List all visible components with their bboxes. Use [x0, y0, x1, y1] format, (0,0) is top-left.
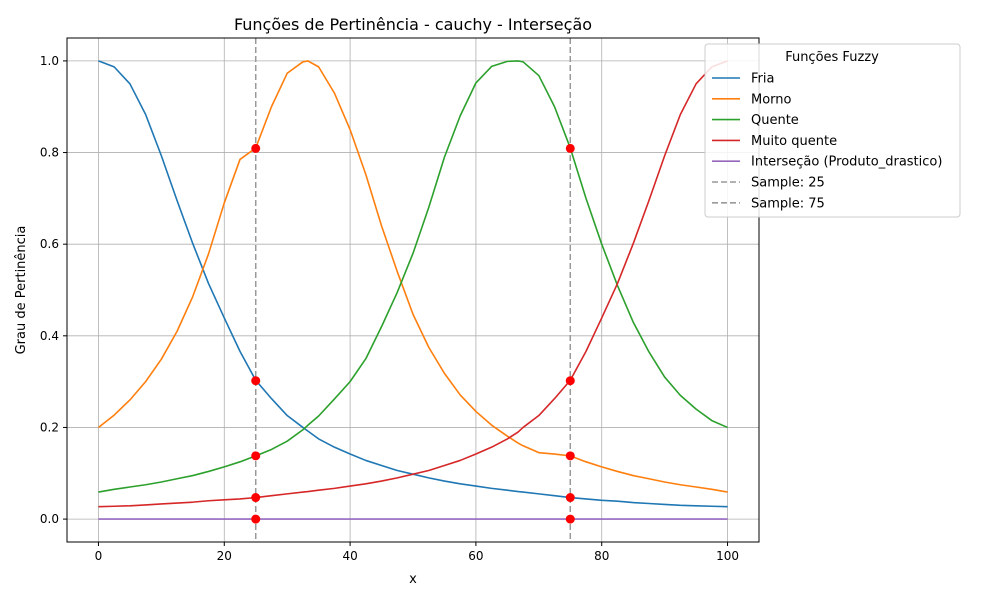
sample-point: [251, 376, 261, 386]
series-line-2: [97, 60, 728, 493]
x-tick-label: 80: [594, 549, 609, 563]
y-axis-ticks: 0.0 0.2 0.4 0.6 0.8 1.0: [40, 54, 67, 526]
y-tick-label: 0.6: [40, 237, 59, 251]
legend-box: [704, 43, 961, 218]
x-axis-ticks: 0 20 40 60 80 100: [95, 542, 739, 563]
sample-point: [565, 493, 575, 503]
y-tick-label: 0.8: [40, 146, 59, 160]
sample-point: [251, 493, 261, 503]
grid: [67, 38, 759, 542]
x-axis-label: x: [409, 572, 417, 587]
x-tick-label: 100: [716, 549, 739, 563]
sample-point: [251, 451, 261, 461]
x-tick-label: 40: [342, 549, 357, 563]
sample-point: [565, 376, 575, 386]
x-tick-label: 0: [95, 549, 103, 563]
legend-entry-label: Morno: [751, 92, 792, 107]
legend-entry-label: Muito quente: [751, 134, 837, 149]
sample-point: [565, 514, 575, 524]
series-lines: [97, 60, 728, 520]
sample-point: [565, 143, 575, 153]
legend-items: Fria Morno Quente Muito quente Interseção (P…: [712, 72, 942, 211]
y-axis-label: Grau de Pertinência: [14, 226, 29, 355]
sample-point: [565, 451, 575, 461]
legend-entry-label: Fria: [751, 72, 774, 87]
legend-title: Funções Fuzzy: [785, 50, 879, 65]
legend-entry-label: Sample: 75: [751, 196, 825, 211]
legend-entry-label: Interseção (Produto_drastico): [751, 155, 942, 170]
x-tick-label: 60: [468, 549, 483, 563]
legend-entry-label: Quente: [751, 113, 799, 128]
sample-point: [251, 514, 261, 524]
y-tick-label: 0.4: [40, 329, 59, 343]
chart-title: Funções de Pertinência - cauchy - Inters…: [234, 15, 592, 34]
series-line-4: [98, 60, 728, 508]
y-tick-label: 0.0: [40, 512, 59, 526]
legend-entry-label: Sample: 25: [751, 176, 825, 191]
x-tick-label: 20: [217, 549, 232, 563]
sample-point: [251, 143, 261, 153]
plot-frame: [66, 37, 760, 543]
y-tick-label: 0.2: [40, 420, 59, 434]
sample-points: [251, 143, 575, 524]
legend: Funções Fuzzy Fria Morno Quente Muito quent…: [704, 43, 961, 218]
y-tick-label: 1.0: [40, 54, 59, 68]
